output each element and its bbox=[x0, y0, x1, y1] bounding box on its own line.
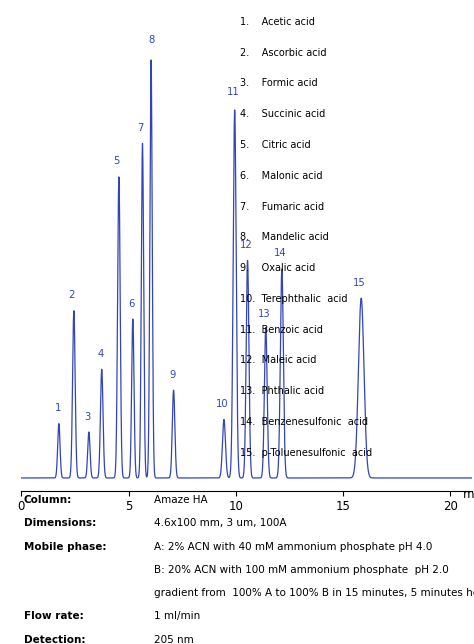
Text: 9: 9 bbox=[169, 370, 175, 380]
Text: Dimensions:: Dimensions: bbox=[24, 518, 96, 528]
Text: 3: 3 bbox=[85, 412, 91, 422]
Text: 3.    Formic acid: 3. Formic acid bbox=[240, 79, 318, 88]
Text: min: min bbox=[463, 488, 474, 501]
Text: 12.  Maleic acid: 12. Maleic acid bbox=[240, 355, 316, 365]
Text: 7: 7 bbox=[137, 123, 144, 133]
Text: Flow rate:: Flow rate: bbox=[24, 611, 83, 621]
Text: 15.  p-Toluenesulfonic  acid: 15. p-Toluenesulfonic acid bbox=[240, 448, 372, 458]
Text: Column:: Column: bbox=[24, 495, 72, 505]
Text: A: 2% ACN with 40 mM ammonium phosphate pH 4.0: A: 2% ACN with 40 mM ammonium phosphate … bbox=[154, 542, 433, 552]
Text: 12: 12 bbox=[240, 240, 253, 250]
Text: 10: 10 bbox=[216, 399, 228, 409]
Text: 5.    Citric acid: 5. Citric acid bbox=[240, 140, 310, 150]
Text: 4.6x100 mm, 3 um, 100A: 4.6x100 mm, 3 um, 100A bbox=[154, 518, 287, 528]
Text: 10.  Terephthalic  acid: 10. Terephthalic acid bbox=[240, 294, 347, 304]
Text: 11.  Benzoic acid: 11. Benzoic acid bbox=[240, 325, 323, 335]
Text: 2.    Ascorbic acid: 2. Ascorbic acid bbox=[240, 48, 326, 58]
Text: 13: 13 bbox=[258, 309, 271, 319]
Text: B: 20% ACN with 100 mM ammonium phosphate  pH 2.0: B: 20% ACN with 100 mM ammonium phosphat… bbox=[154, 565, 449, 575]
Text: 6.    Malonic acid: 6. Malonic acid bbox=[240, 171, 322, 181]
Text: 13.  Phthalic acid: 13. Phthalic acid bbox=[240, 386, 324, 396]
Text: 4.    Succinic acid: 4. Succinic acid bbox=[240, 109, 325, 119]
Text: 9.    Oxalic acid: 9. Oxalic acid bbox=[240, 263, 315, 273]
Text: gradient from  100% A to 100% B in 15 minutes, 5 minutes hold: gradient from 100% A to 100% B in 15 min… bbox=[154, 588, 474, 598]
Text: 8: 8 bbox=[148, 35, 154, 45]
Text: 5: 5 bbox=[114, 156, 120, 166]
Text: 14: 14 bbox=[274, 249, 287, 258]
Text: 6: 6 bbox=[128, 299, 135, 308]
Text: 14.  Benzenesulfonic  acid: 14. Benzenesulfonic acid bbox=[240, 417, 368, 427]
Text: 7.    Fumaric acid: 7. Fumaric acid bbox=[240, 202, 324, 211]
Text: Detection:: Detection: bbox=[24, 635, 85, 644]
Text: 8.    Mandelic acid: 8. Mandelic acid bbox=[240, 232, 328, 242]
Text: 2: 2 bbox=[69, 290, 75, 300]
Text: 1.    Acetic acid: 1. Acetic acid bbox=[240, 17, 315, 27]
Text: Mobile phase:: Mobile phase: bbox=[24, 542, 106, 552]
Text: 15: 15 bbox=[353, 278, 366, 288]
Text: 11: 11 bbox=[227, 88, 239, 97]
Text: Amaze HA: Amaze HA bbox=[154, 495, 208, 505]
Text: 1 ml/min: 1 ml/min bbox=[154, 611, 201, 621]
Text: 4: 4 bbox=[97, 349, 103, 359]
Text: 1: 1 bbox=[55, 403, 61, 413]
Text: 205 nm: 205 nm bbox=[154, 635, 194, 644]
